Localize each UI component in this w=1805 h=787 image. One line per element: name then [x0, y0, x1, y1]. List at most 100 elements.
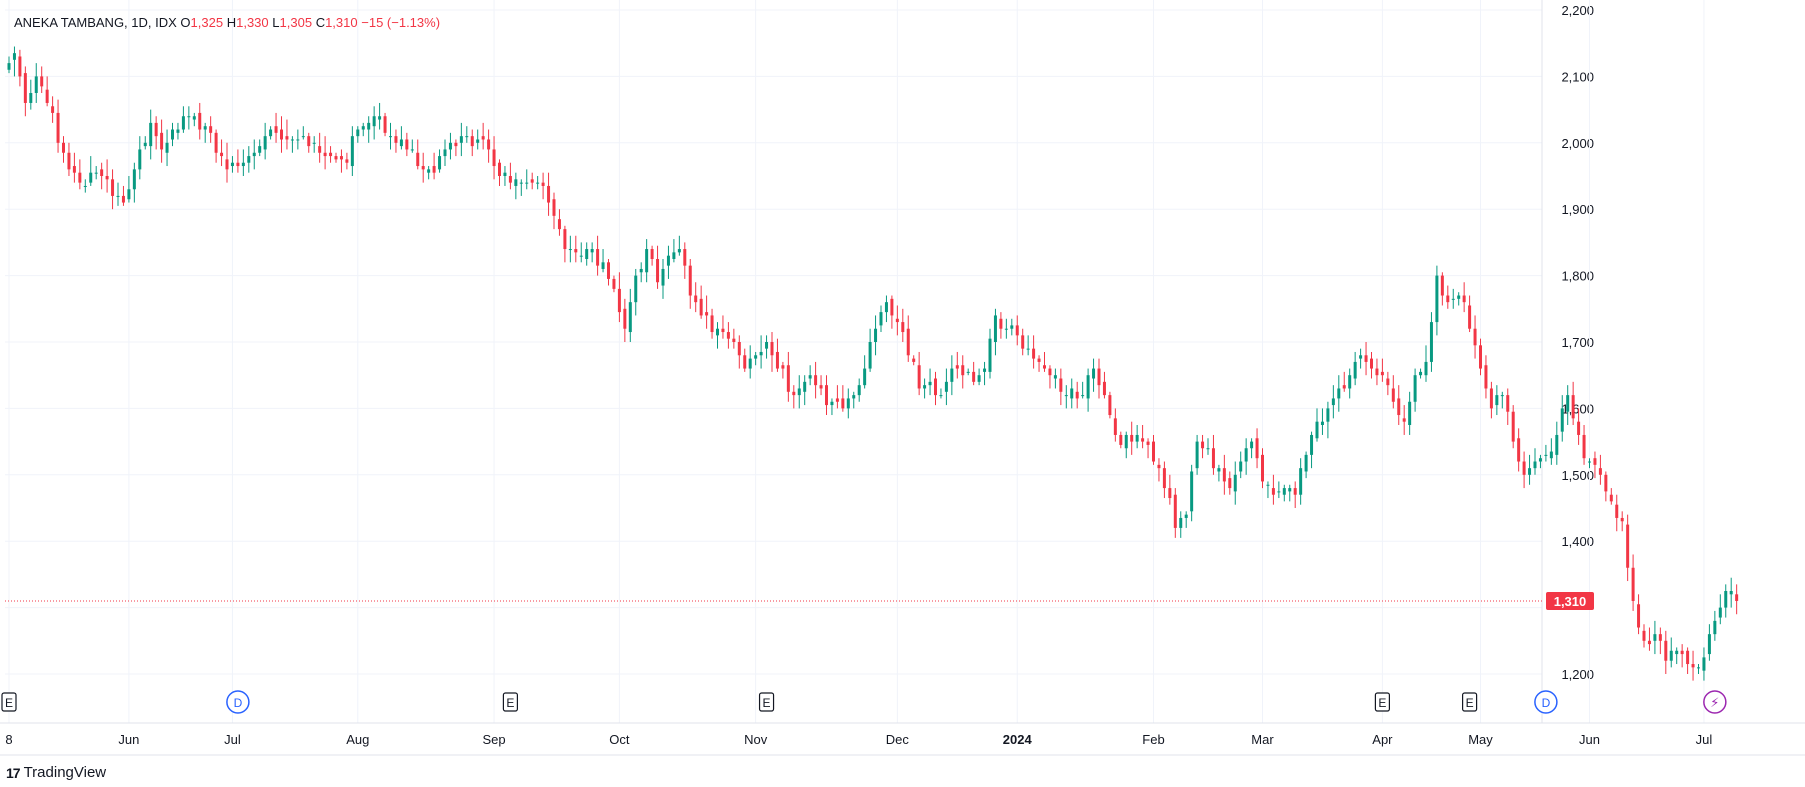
candle-up[interactable] [988, 338, 992, 372]
candle-up[interactable] [1004, 328, 1008, 330]
candle-down[interactable] [1108, 395, 1112, 416]
candle-down[interactable] [1380, 371, 1384, 376]
candle-up[interactable] [465, 136, 469, 138]
candle-up[interactable] [94, 172, 98, 174]
candle-down[interactable] [1130, 434, 1134, 442]
candle-up[interactable] [378, 116, 382, 120]
candle-down[interactable] [1658, 634, 1662, 641]
candle-up[interactable] [149, 122, 153, 147]
candle-up[interactable] [628, 302, 632, 333]
candle-up[interactable] [1053, 375, 1057, 379]
candle-down[interactable] [1370, 358, 1373, 369]
candle-up[interactable] [1184, 514, 1188, 518]
candle-down[interactable] [1511, 411, 1515, 442]
candle-down[interactable] [225, 159, 229, 170]
candle-up[interactable] [879, 312, 883, 326]
candle-down[interactable] [274, 126, 278, 133]
candle-up[interactable] [1282, 488, 1286, 495]
candle-up[interactable] [1190, 471, 1194, 512]
candle-up[interactable] [350, 136, 354, 167]
candle-down[interactable] [1440, 275, 1444, 296]
candle-up[interactable] [1206, 448, 1210, 450]
candle-up[interactable] [1239, 461, 1243, 472]
candle-down[interactable] [732, 338, 736, 342]
candle-down[interactable] [574, 249, 578, 253]
candle-down[interactable] [1293, 488, 1297, 495]
candle-down[interactable] [285, 136, 289, 140]
candle-down[interactable] [323, 152, 327, 157]
candle-down[interactable] [547, 185, 551, 203]
candle-up[interactable] [1408, 401, 1412, 425]
candle-down[interactable] [1402, 418, 1406, 422]
candle-down[interactable] [51, 106, 55, 113]
candle-down[interactable] [1364, 355, 1368, 362]
candle-up[interactable] [503, 172, 507, 176]
candle-up[interactable] [399, 139, 403, 147]
candle-down[interactable] [416, 152, 420, 167]
candle-up[interactable] [1724, 591, 1728, 608]
candle-up[interactable] [1337, 388, 1341, 399]
candle-down[interactable] [111, 179, 115, 196]
candle-up[interactable] [1549, 451, 1553, 459]
candle-down[interactable] [1222, 468, 1226, 482]
candle-up[interactable] [1070, 388, 1074, 399]
candle-up[interactable] [367, 122, 371, 130]
candle-up[interactable] [846, 398, 850, 409]
candle-up[interactable] [857, 385, 861, 396]
candle-up[interactable] [874, 328, 878, 342]
candle-up[interactable] [601, 262, 605, 269]
candle-up[interactable] [132, 169, 136, 190]
candle-down[interactable] [961, 365, 965, 376]
candle-up[interactable] [1713, 620, 1717, 635]
candle-down[interactable] [1271, 488, 1275, 495]
candle-down[interactable] [563, 229, 567, 250]
candle-down[interactable] [737, 342, 741, 356]
candle-up[interactable] [863, 368, 867, 386]
candle-up[interactable] [1702, 657, 1706, 671]
candle-down[interactable] [1598, 468, 1602, 475]
candle-down[interactable] [432, 166, 436, 173]
earnings-icon[interactable] [1374, 692, 1391, 712]
candle-down[interactable] [1637, 604, 1641, 628]
candle-down[interactable] [656, 259, 660, 283]
candle-up[interactable] [410, 149, 414, 151]
candle-down[interactable] [487, 139, 491, 150]
candle-up[interactable] [263, 136, 267, 150]
candle-up[interactable] [525, 182, 529, 184]
earnings-icon[interactable] [758, 692, 775, 712]
candle-down[interactable] [743, 355, 747, 369]
candle-up[interactable] [1435, 275, 1439, 323]
candle-down[interactable] [890, 298, 894, 316]
candle-down[interactable] [530, 179, 534, 183]
candle-down[interactable] [470, 136, 474, 147]
candle-up[interactable] [187, 116, 191, 118]
candle-up[interactable] [1179, 517, 1183, 528]
candle-down[interactable] [1391, 388, 1395, 402]
candle-down[interactable] [623, 308, 627, 329]
candle-up[interactable] [1092, 368, 1096, 379]
earnings-icon[interactable] [1461, 692, 1478, 712]
candle-up[interactable] [1419, 371, 1423, 376]
candle-down[interactable] [972, 371, 976, 382]
candle-down[interactable] [1075, 391, 1079, 399]
candle-down[interactable] [1615, 504, 1619, 518]
candle-up[interactable] [661, 268, 665, 286]
candle-up[interactable] [1528, 468, 1532, 475]
candle-down[interactable] [1043, 365, 1046, 369]
candle-up[interactable] [536, 182, 540, 184]
candle-up[interactable] [1233, 474, 1237, 492]
candle-up[interactable] [301, 136, 305, 138]
candle-down[interactable] [552, 199, 556, 216]
candle-up[interactable] [677, 249, 681, 253]
candle-down[interactable] [1113, 418, 1117, 435]
candle-up[interactable] [29, 93, 33, 103]
candle-up[interactable] [868, 342, 872, 369]
candle-up[interactable] [1195, 441, 1199, 469]
candle-up[interactable] [639, 268, 643, 273]
candle-down[interactable] [901, 322, 905, 333]
candle-down[interactable] [1582, 434, 1586, 459]
candle-down[interactable] [1102, 381, 1106, 396]
candle-down[interactable] [1037, 358, 1041, 362]
candle-down[interactable] [1173, 494, 1177, 528]
earnings-icon[interactable] [502, 692, 518, 712]
